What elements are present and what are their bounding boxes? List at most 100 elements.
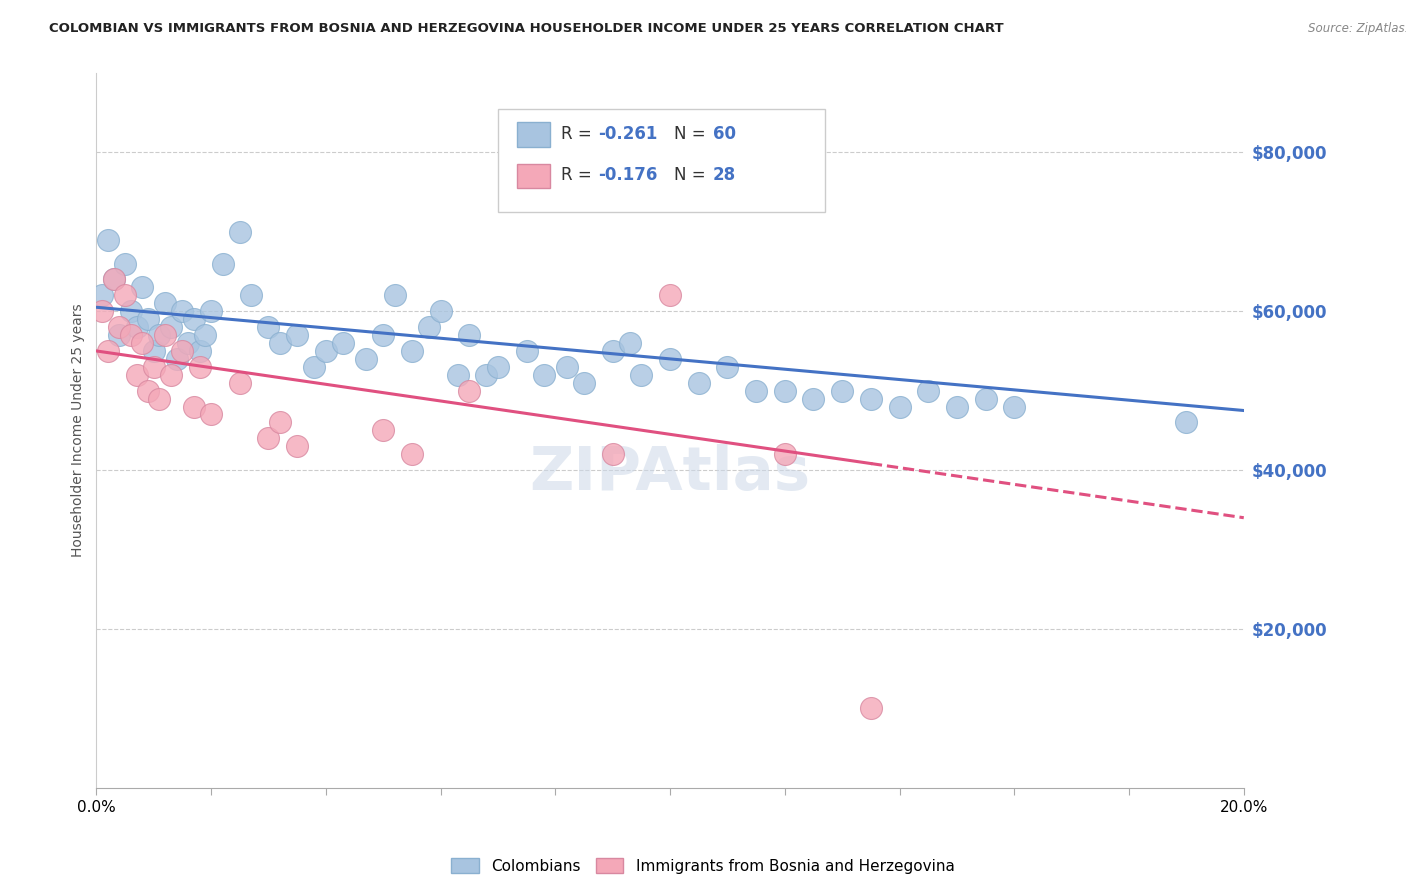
Point bbox=[602, 343, 624, 358]
Point bbox=[183, 312, 205, 326]
Point bbox=[136, 384, 159, 398]
FancyBboxPatch shape bbox=[498, 109, 825, 212]
Point bbox=[917, 384, 939, 398]
Legend: Colombians, Immigrants from Bosnia and Herzegovina: Colombians, Immigrants from Bosnia and H… bbox=[446, 852, 960, 880]
Text: COLOMBIAN VS IMMIGRANTS FROM BOSNIA AND HERZEGOVINA HOUSEHOLDER INCOME UNDER 25 : COLOMBIAN VS IMMIGRANTS FROM BOSNIA AND … bbox=[49, 22, 1004, 36]
Point bbox=[745, 384, 768, 398]
Point bbox=[773, 384, 796, 398]
Point bbox=[211, 257, 233, 271]
Point bbox=[859, 701, 882, 715]
Point bbox=[516, 343, 538, 358]
Point bbox=[200, 304, 222, 318]
Point bbox=[200, 408, 222, 422]
Point bbox=[114, 288, 136, 302]
Text: N =: N = bbox=[673, 166, 710, 184]
Point bbox=[240, 288, 263, 302]
Point bbox=[114, 257, 136, 271]
Point bbox=[160, 368, 183, 382]
Point bbox=[172, 304, 194, 318]
Point bbox=[148, 392, 170, 406]
FancyBboxPatch shape bbox=[517, 164, 550, 188]
Point bbox=[1175, 416, 1198, 430]
Point bbox=[619, 336, 641, 351]
Point bbox=[859, 392, 882, 406]
Point bbox=[91, 288, 114, 302]
Point bbox=[716, 359, 738, 374]
Text: N =: N = bbox=[673, 125, 710, 143]
Point bbox=[602, 447, 624, 461]
Point bbox=[120, 328, 142, 343]
Point bbox=[194, 328, 217, 343]
Point bbox=[120, 304, 142, 318]
Point bbox=[97, 233, 120, 247]
Text: Source: ZipAtlas.com: Source: ZipAtlas.com bbox=[1308, 22, 1406, 36]
Point bbox=[177, 336, 200, 351]
Point bbox=[269, 336, 291, 351]
Point bbox=[401, 447, 423, 461]
Point bbox=[555, 359, 578, 374]
Point bbox=[125, 368, 148, 382]
Point bbox=[148, 328, 170, 343]
Point bbox=[166, 351, 188, 366]
Point bbox=[486, 359, 509, 374]
Point bbox=[188, 359, 211, 374]
Point bbox=[659, 351, 682, 366]
Point bbox=[125, 320, 148, 334]
FancyBboxPatch shape bbox=[517, 122, 550, 146]
Text: R =: R = bbox=[561, 166, 598, 184]
Point bbox=[458, 384, 481, 398]
Point bbox=[257, 431, 280, 445]
Point bbox=[108, 320, 131, 334]
Point bbox=[373, 328, 395, 343]
Point bbox=[131, 280, 153, 294]
Point bbox=[803, 392, 825, 406]
Point bbox=[475, 368, 498, 382]
Point bbox=[269, 416, 291, 430]
Point bbox=[153, 328, 176, 343]
Point bbox=[97, 343, 120, 358]
Point bbox=[831, 384, 853, 398]
Point bbox=[142, 359, 165, 374]
Point bbox=[384, 288, 406, 302]
Point bbox=[153, 296, 176, 310]
Y-axis label: Householder Income Under 25 years: Householder Income Under 25 years bbox=[72, 303, 86, 558]
Point bbox=[354, 351, 377, 366]
Text: 60: 60 bbox=[713, 125, 735, 143]
Point bbox=[108, 328, 131, 343]
Point bbox=[229, 376, 252, 390]
Point bbox=[974, 392, 997, 406]
Point bbox=[688, 376, 710, 390]
Point bbox=[659, 288, 682, 302]
Text: -0.176: -0.176 bbox=[598, 166, 657, 184]
Point bbox=[315, 343, 337, 358]
Text: -0.261: -0.261 bbox=[598, 125, 657, 143]
Point bbox=[257, 320, 280, 334]
Text: 28: 28 bbox=[713, 166, 735, 184]
Point bbox=[131, 336, 153, 351]
Point bbox=[103, 272, 125, 286]
Point bbox=[533, 368, 555, 382]
Point bbox=[630, 368, 652, 382]
Point bbox=[142, 343, 165, 358]
Point bbox=[373, 423, 395, 437]
Point bbox=[946, 400, 969, 414]
Point bbox=[136, 312, 159, 326]
Point bbox=[773, 447, 796, 461]
Point bbox=[332, 336, 354, 351]
Point bbox=[447, 368, 470, 382]
Point bbox=[889, 400, 911, 414]
Point bbox=[285, 328, 308, 343]
Text: R =: R = bbox=[561, 125, 598, 143]
Point bbox=[285, 439, 308, 453]
Point bbox=[429, 304, 451, 318]
Point bbox=[188, 343, 211, 358]
Point bbox=[103, 272, 125, 286]
Text: ZIPAtlas: ZIPAtlas bbox=[530, 443, 811, 503]
Point bbox=[183, 400, 205, 414]
Point bbox=[418, 320, 440, 334]
Point bbox=[304, 359, 326, 374]
Point bbox=[458, 328, 481, 343]
Point bbox=[172, 343, 194, 358]
Point bbox=[160, 320, 183, 334]
Point bbox=[91, 304, 114, 318]
